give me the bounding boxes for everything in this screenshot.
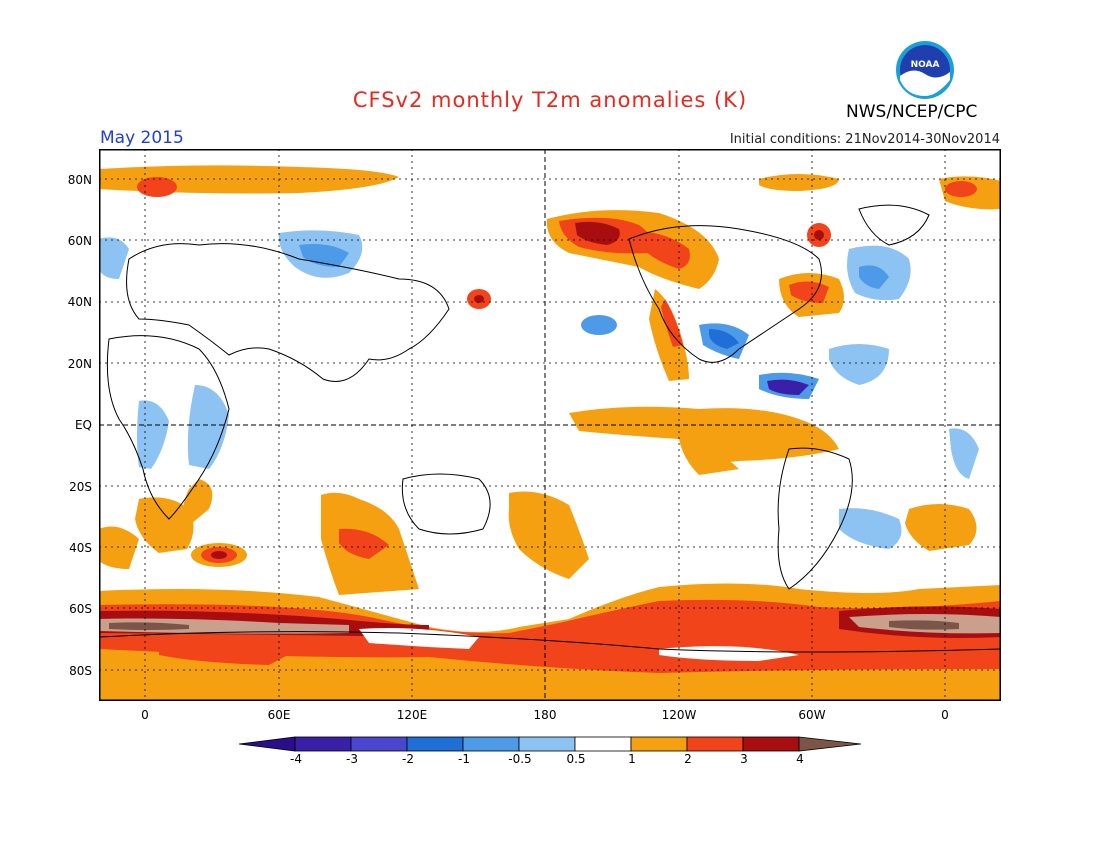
noaa-logo: NOAA	[896, 41, 954, 99]
anomaly-map	[99, 149, 1001, 701]
lat-label: 40S	[69, 541, 92, 555]
equator-dateline	[99, 149, 1001, 701]
initial-conditions: Initial conditions: 21Nov2014-30Nov2014	[729, 132, 1000, 147]
colorbar-end-low	[239, 736, 296, 752]
colorbar-cell	[294, 736, 352, 752]
colorbar-label: -1	[458, 752, 470, 766]
lon-label: 120W	[661, 708, 697, 722]
chart-title: CFSv2 monthly T2m anomalies (K)	[352, 88, 748, 112]
colorbar-cell	[630, 736, 688, 752]
north-america-anomaly	[546, 210, 749, 381]
colorbar-cell	[686, 736, 744, 752]
lat-label: 80N	[67, 173, 92, 187]
colorbar-label: 1	[628, 752, 636, 766]
colorbar-cell	[518, 736, 576, 752]
colorbar-label: 2	[684, 752, 692, 766]
north-atlantic-anomaly	[779, 223, 911, 549]
colorbar-label: -2	[402, 752, 414, 766]
lon-label: 60W	[798, 708, 826, 722]
coastlines	[99, 204, 1001, 653]
colorbar-cell	[742, 736, 800, 752]
caribbean-anomaly	[759, 372, 819, 399]
colorbar-label: -4	[290, 752, 302, 766]
lat-label: EQ	[74, 418, 92, 432]
lat-label: 20N	[67, 357, 92, 371]
eurasia-africa-anomaly	[99, 230, 979, 529]
noaa-logo-text: NOAA	[911, 60, 940, 70]
equatorial-pacific-anomaly	[569, 406, 839, 475]
colorbar-cell	[406, 736, 464, 752]
lat-label: 60S	[69, 602, 92, 616]
colorbar-cell	[462, 736, 520, 752]
colorbar-label: 4	[796, 752, 804, 766]
lat-label: 80S	[69, 664, 92, 678]
colorbar-cell	[574, 736, 632, 752]
colorbar-label: -0.5	[508, 752, 532, 766]
lat-label: 40N	[67, 295, 92, 309]
lon-label: 60E	[267, 708, 291, 722]
forecast-month: May 2015	[100, 128, 184, 148]
lat-label: 20S	[69, 480, 92, 494]
lon-label: 120E	[396, 708, 428, 722]
colorbar-cell	[350, 736, 408, 752]
colorbar-label: 3	[740, 752, 748, 766]
southern-midlat-anomalies	[99, 491, 977, 595]
agency-label: NWS/NCEP/CPC	[846, 102, 978, 122]
colorbar-end-high	[798, 736, 862, 752]
colorbar-label: 0.5	[566, 752, 586, 766]
colorbar	[239, 736, 862, 752]
colorbar-label: -3	[346, 752, 358, 766]
arctic-anomaly	[99, 165, 1001, 309]
lon-label: 180	[533, 708, 557, 722]
southern-ocean-anomaly	[99, 583, 1001, 701]
lon-label: 0	[941, 708, 949, 722]
lat-label: 60N	[67, 234, 92, 248]
lon-label: 0	[141, 708, 149, 722]
